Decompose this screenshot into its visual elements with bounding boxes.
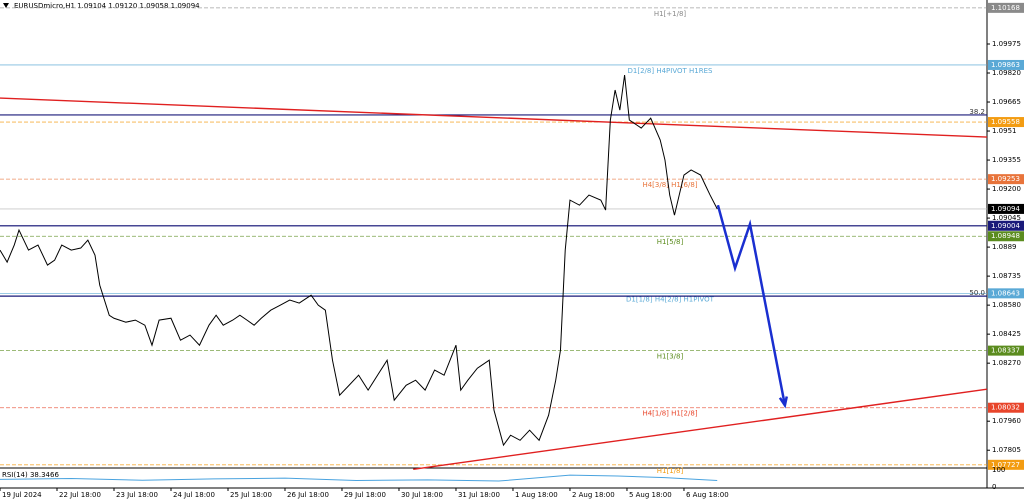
y-tick-label: 1.09045 [992, 214, 1021, 222]
y-tick-label: 1.08580 [992, 301, 1021, 309]
y-tick-label: 1.0951 [992, 127, 1017, 135]
y-tick-label: 1.08270 [992, 359, 1021, 367]
x-tick-label: 30 Jul 18:00 [401, 491, 443, 499]
price-label-box [988, 345, 1024, 356]
fib-label: 50.0 [969, 289, 985, 297]
forecast-path [716, 204, 787, 406]
x-tick-label: 19 Jul 2024 [2, 491, 42, 499]
x-tick-label: 25 Jul 18:00 [230, 491, 272, 499]
x-tick-label: 24 Jul 18:00 [173, 491, 215, 499]
price-label-box [988, 174, 1024, 185]
trend-line [0, 97, 988, 138]
price-label: 1.09004 [991, 222, 1020, 230]
y-tick-label: 1.09200 [992, 185, 1021, 193]
price-label-box [988, 402, 1024, 413]
price-label: 1.08643 [991, 289, 1020, 297]
price-label-box [988, 2, 1024, 13]
rsi-tick-label: 100 [992, 466, 1005, 474]
y-tick-label: 1.09975 [992, 40, 1021, 48]
x-tick-label: 22 Jul 18:00 [59, 491, 101, 499]
rsi-title: RSI(14) 38.3466 [2, 471, 59, 479]
level-label: H4[1/8] H1[2/8] [642, 410, 697, 418]
price-label-box [988, 288, 1024, 299]
x-tick-label: 26 Jul 18:00 [287, 491, 329, 499]
price-label: 1.07727 [991, 461, 1020, 469]
forecast-arrowhead [778, 396, 788, 409]
y-tick-label: 1.09355 [992, 156, 1021, 164]
level-label: H1[1/8] [657, 467, 684, 475]
x-tick-label: 23 Jul 18:00 [116, 491, 158, 499]
price-line [0, 74, 718, 447]
rsi-line [0, 474, 718, 482]
level-label: D1[1/8] H4[2/8] H1PIVOT [626, 295, 715, 303]
price-label-box [988, 59, 1024, 70]
price-label-box [988, 117, 1024, 128]
y-tick-label: 1.09820 [992, 69, 1021, 77]
level-label: H1[5/8] [657, 238, 684, 246]
price-label: 1.09558 [991, 118, 1020, 126]
price-label-box [988, 203, 1024, 214]
trend-line [413, 388, 988, 471]
x-tick-label: 6 Aug 18:00 [686, 491, 729, 499]
y-tick-label: 1.08735 [992, 272, 1021, 280]
level-label: H4[3/8] H1[6/8] [642, 181, 697, 189]
symbol-header: EURUSDmicro,H1 1.09104 1.09120 1.09058 1… [14, 2, 200, 10]
fib-label: 38.2 [969, 108, 985, 116]
price-label: 1.09094 [991, 205, 1020, 213]
x-tick-label: 31 Jul 18:00 [458, 491, 500, 499]
y-tick-label: 1.09665 [992, 98, 1021, 106]
y-tick-label: 1.08425 [992, 330, 1021, 338]
level-label: H1[3/8] [657, 353, 684, 361]
x-tick-label: 1 Aug 18:00 [515, 491, 558, 499]
level-label: H1[+1/8] [654, 10, 687, 18]
price-label-box [988, 231, 1024, 242]
price-label: 1.10168 [991, 4, 1020, 12]
rsi-tick-label: 0 [992, 483, 996, 491]
price-label-box [988, 220, 1024, 231]
price-label: 1.09253 [991, 175, 1020, 183]
x-tick-label: 29 Jul 18:00 [344, 491, 386, 499]
level-label: D1[2/8] H4PIVOT H1RES [628, 67, 713, 75]
x-tick-label: 5 Aug 18:00 [629, 491, 672, 499]
y-tick-label: 1.07805 [992, 446, 1021, 454]
price-label-box [988, 459, 1024, 470]
header-arrow [3, 3, 9, 8]
price-label: 1.08948 [991, 232, 1020, 240]
price-label: 1.08337 [991, 347, 1020, 355]
price-label: 1.08032 [991, 404, 1020, 412]
y-tick-label: 1.0889 [992, 243, 1017, 251]
x-tick-label: 2 Aug 18:00 [572, 491, 615, 499]
price-label: 1.09863 [991, 61, 1020, 69]
y-tick-label: 1.07960 [992, 417, 1021, 425]
